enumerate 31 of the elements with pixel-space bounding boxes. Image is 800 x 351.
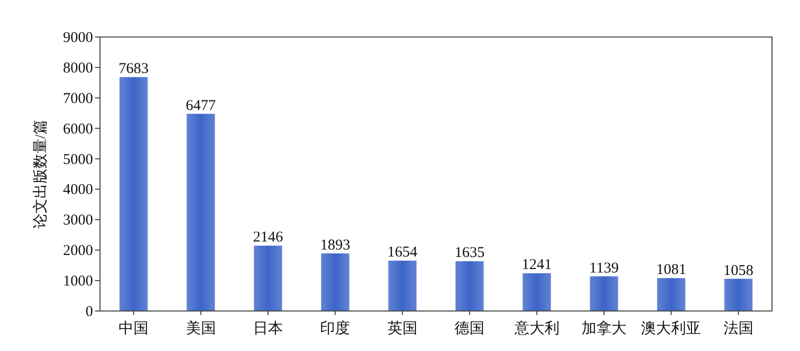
y-tick-label: 2000 bbox=[63, 243, 93, 260]
data-label: 1893 bbox=[320, 237, 350, 254]
y-tick-label: 3000 bbox=[63, 212, 93, 229]
x-tick-label: 法国 bbox=[723, 320, 754, 337]
x-tick-label: 加拿大 bbox=[582, 320, 626, 337]
x-tick-label: 澳大利亚 bbox=[641, 320, 702, 337]
y-tick-label: 5000 bbox=[63, 152, 93, 168]
y-tick-label: 6000 bbox=[63, 121, 93, 138]
y-tick-label: 1000 bbox=[63, 274, 93, 290]
x-tick-label: 英国 bbox=[387, 320, 418, 337]
y-tick-label: 9000 bbox=[63, 30, 93, 46]
y-tick-label: 4000 bbox=[63, 182, 93, 198]
y-axis-title: 论文出版数量/篇 bbox=[32, 119, 49, 229]
x-tick-label: 中国 bbox=[118, 320, 149, 337]
data-label: 1635 bbox=[454, 245, 485, 262]
x-tick-label: 意大利 bbox=[513, 320, 560, 337]
data-label: 1241 bbox=[522, 257, 552, 274]
data-label: 1654 bbox=[387, 244, 418, 261]
x-tick-label: 美国 bbox=[186, 320, 216, 337]
data-label: 1081 bbox=[656, 262, 686, 278]
data-label: 1139 bbox=[589, 260, 619, 276]
y-tick-label: 7000 bbox=[63, 90, 93, 107]
data-label: 1058 bbox=[723, 262, 754, 279]
y-tick-label: 8000 bbox=[63, 60, 93, 76]
x-tick-label: 德国 bbox=[454, 321, 485, 337]
x-tick-label: 日本 bbox=[253, 320, 283, 337]
data-label: 7683 bbox=[118, 61, 149, 78]
x-tick-label: 印度 bbox=[320, 320, 350, 337]
y-tick-label: 0 bbox=[86, 304, 93, 320]
data-label: 2146 bbox=[253, 230, 284, 246]
data-label: 6477 bbox=[186, 98, 216, 114]
